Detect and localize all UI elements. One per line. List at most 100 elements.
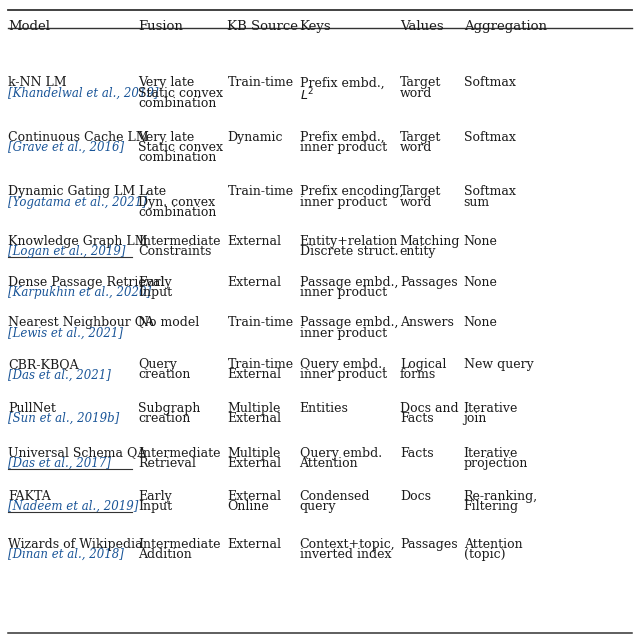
Text: Filtering: Filtering bbox=[464, 500, 519, 513]
Text: [Das et al., 2017]: [Das et al., 2017] bbox=[8, 457, 111, 470]
Text: Multiple: Multiple bbox=[227, 402, 281, 415]
Text: Prefix encoding,: Prefix encoding, bbox=[300, 185, 403, 199]
Text: Values: Values bbox=[400, 20, 444, 33]
Text: Train-time: Train-time bbox=[227, 358, 294, 371]
Text: Docs and: Docs and bbox=[400, 402, 458, 415]
Text: inner product: inner product bbox=[300, 327, 387, 340]
Text: [Grave et al., 2016]: [Grave et al., 2016] bbox=[8, 141, 125, 154]
Text: Keys: Keys bbox=[300, 20, 331, 33]
Text: $L^2$: $L^2$ bbox=[300, 87, 314, 104]
Text: Query: Query bbox=[138, 358, 177, 371]
Text: Nearest Neighbour QA: Nearest Neighbour QA bbox=[8, 316, 154, 329]
Text: query: query bbox=[300, 500, 336, 513]
Text: Intermediate: Intermediate bbox=[138, 235, 221, 248]
Text: Prefix embd.,: Prefix embd., bbox=[300, 77, 384, 89]
Text: inner product: inner product bbox=[300, 141, 387, 154]
Text: Continuous Cache LM: Continuous Cache LM bbox=[8, 131, 149, 144]
Text: Query embd.: Query embd. bbox=[300, 447, 381, 460]
Text: Iterative: Iterative bbox=[464, 447, 518, 460]
Text: Late: Late bbox=[138, 185, 166, 199]
Text: Dynamic: Dynamic bbox=[227, 131, 283, 144]
Text: External: External bbox=[227, 235, 282, 248]
Text: Passages: Passages bbox=[400, 276, 458, 289]
Text: [Lewis et al., 2021]: [Lewis et al., 2021] bbox=[8, 327, 124, 340]
Text: inner product: inner product bbox=[300, 368, 387, 381]
Text: Passage embd.,: Passage embd., bbox=[300, 276, 398, 289]
Text: Intermediate: Intermediate bbox=[138, 447, 221, 460]
Text: Entity+relation: Entity+relation bbox=[300, 235, 398, 248]
Text: Softmax: Softmax bbox=[464, 77, 516, 89]
Text: [Dinan et al., 2018]: [Dinan et al., 2018] bbox=[8, 548, 124, 561]
Text: Discrete struct.: Discrete struct. bbox=[300, 245, 398, 258]
Text: Subgraph: Subgraph bbox=[138, 402, 200, 415]
Text: Static convex: Static convex bbox=[138, 87, 223, 100]
Text: Softmax: Softmax bbox=[464, 131, 516, 144]
Text: Train-time: Train-time bbox=[227, 185, 294, 199]
Text: Model: Model bbox=[8, 20, 51, 33]
Text: No model: No model bbox=[138, 316, 199, 329]
Text: Iterative: Iterative bbox=[464, 402, 518, 415]
Text: Docs: Docs bbox=[400, 489, 431, 503]
Text: FAKTA: FAKTA bbox=[8, 489, 51, 503]
Text: [Nadeem et al., 2019]: [Nadeem et al., 2019] bbox=[8, 500, 139, 513]
Text: Dynamic Gating LM: Dynamic Gating LM bbox=[8, 185, 136, 199]
Text: Very late: Very late bbox=[138, 77, 195, 89]
Text: [Karpukhin et al., 2020]: [Karpukhin et al., 2020] bbox=[8, 286, 152, 299]
Text: Train-time: Train-time bbox=[227, 316, 294, 329]
Text: None: None bbox=[464, 235, 497, 248]
Text: PullNet: PullNet bbox=[8, 402, 56, 415]
Text: [Das et al., 2021]: [Das et al., 2021] bbox=[8, 368, 111, 381]
Text: combination: combination bbox=[138, 152, 216, 165]
Text: External: External bbox=[227, 457, 282, 470]
Text: Retrieval: Retrieval bbox=[138, 457, 196, 470]
Text: Online: Online bbox=[227, 500, 269, 513]
Text: Facts: Facts bbox=[400, 447, 433, 460]
Text: Early: Early bbox=[138, 276, 172, 289]
Text: Condensed: Condensed bbox=[300, 489, 370, 503]
Text: Logical: Logical bbox=[400, 358, 446, 371]
Text: Addition: Addition bbox=[138, 548, 192, 561]
Text: [Yogatama et al., 2021]: [Yogatama et al., 2021] bbox=[8, 195, 147, 209]
Text: Passage embd.,: Passage embd., bbox=[300, 316, 398, 329]
Text: None: None bbox=[464, 316, 497, 329]
Text: Entities: Entities bbox=[300, 402, 348, 415]
Text: Aggregation: Aggregation bbox=[464, 20, 547, 33]
Text: Multiple: Multiple bbox=[227, 447, 281, 460]
Text: [Sun et al., 2019b]: [Sun et al., 2019b] bbox=[8, 412, 120, 425]
Text: word: word bbox=[400, 87, 432, 100]
Text: join: join bbox=[464, 412, 487, 425]
Text: Attention: Attention bbox=[300, 457, 358, 470]
Text: External: External bbox=[227, 489, 282, 503]
Text: Very late: Very late bbox=[138, 131, 195, 144]
Text: External: External bbox=[227, 538, 282, 550]
Text: word: word bbox=[400, 141, 432, 154]
Text: Dense Passage Retrieval: Dense Passage Retrieval bbox=[8, 276, 164, 289]
Text: Fusion: Fusion bbox=[138, 20, 183, 33]
Text: Target: Target bbox=[400, 77, 441, 89]
Text: None: None bbox=[464, 276, 497, 289]
Text: External: External bbox=[227, 412, 282, 425]
Text: (topic): (topic) bbox=[464, 548, 505, 561]
Text: Knowledge Graph LM: Knowledge Graph LM bbox=[8, 235, 148, 248]
Text: Static convex: Static convex bbox=[138, 141, 223, 154]
Text: Answers: Answers bbox=[400, 316, 454, 329]
Text: Matching: Matching bbox=[400, 235, 460, 248]
Text: Input: Input bbox=[138, 286, 172, 299]
Text: combination: combination bbox=[138, 206, 216, 219]
Text: Target: Target bbox=[400, 131, 441, 144]
Text: Input: Input bbox=[138, 500, 172, 513]
Text: Context+topic,: Context+topic, bbox=[300, 538, 395, 550]
Text: Constraints: Constraints bbox=[138, 245, 211, 258]
Text: New query: New query bbox=[464, 358, 533, 371]
Text: Early: Early bbox=[138, 489, 172, 503]
Text: inverted index: inverted index bbox=[300, 548, 391, 561]
Text: Train-time: Train-time bbox=[227, 77, 294, 89]
Text: Re-ranking,: Re-ranking, bbox=[464, 489, 538, 503]
Text: creation: creation bbox=[138, 368, 190, 381]
Text: KB Source: KB Source bbox=[227, 20, 298, 33]
Text: CBR-KBQA: CBR-KBQA bbox=[8, 358, 79, 371]
Text: [Khandelwal et al., 2019]: [Khandelwal et al., 2019] bbox=[8, 87, 159, 100]
Text: combination: combination bbox=[138, 97, 216, 110]
Text: Wizards of Wikipedia: Wizards of Wikipedia bbox=[8, 538, 143, 550]
Text: Prefix embd.,: Prefix embd., bbox=[300, 131, 384, 144]
